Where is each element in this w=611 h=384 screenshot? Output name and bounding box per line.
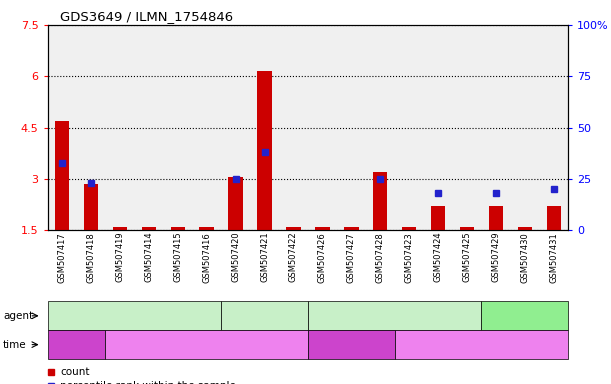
Bar xyxy=(315,227,330,230)
Bar xyxy=(431,207,445,230)
Text: 18 h: 18 h xyxy=(65,339,88,350)
Text: TGF-beta 1 and
C-peptide: TGF-beta 1 and C-peptide xyxy=(487,305,563,327)
Text: 18 h: 18 h xyxy=(340,339,363,350)
Text: time: time xyxy=(3,339,27,350)
Bar xyxy=(142,227,156,230)
Bar xyxy=(518,227,532,230)
Bar xyxy=(373,172,387,230)
Bar xyxy=(402,227,417,230)
Text: count: count xyxy=(60,367,89,377)
Bar xyxy=(170,227,185,230)
Bar xyxy=(546,207,561,230)
Text: control: control xyxy=(117,311,152,321)
Bar xyxy=(229,177,243,230)
Text: 48 h: 48 h xyxy=(195,339,218,350)
Bar xyxy=(344,227,359,230)
Bar xyxy=(55,121,70,230)
Bar xyxy=(286,227,301,230)
Bar xyxy=(84,184,98,230)
Text: agent: agent xyxy=(3,311,33,321)
Bar xyxy=(113,227,127,230)
Text: TGF-beta 1: TGF-beta 1 xyxy=(238,311,291,321)
Bar xyxy=(489,207,503,230)
Text: GDS3649 / ILMN_1754846: GDS3649 / ILMN_1754846 xyxy=(60,10,233,23)
Bar xyxy=(257,71,272,230)
Text: C-peptide: C-peptide xyxy=(371,311,419,321)
Bar xyxy=(459,227,474,230)
Text: 48 h: 48 h xyxy=(470,339,493,350)
Bar xyxy=(199,227,214,230)
Text: percentile rank within the sample: percentile rank within the sample xyxy=(60,381,236,384)
